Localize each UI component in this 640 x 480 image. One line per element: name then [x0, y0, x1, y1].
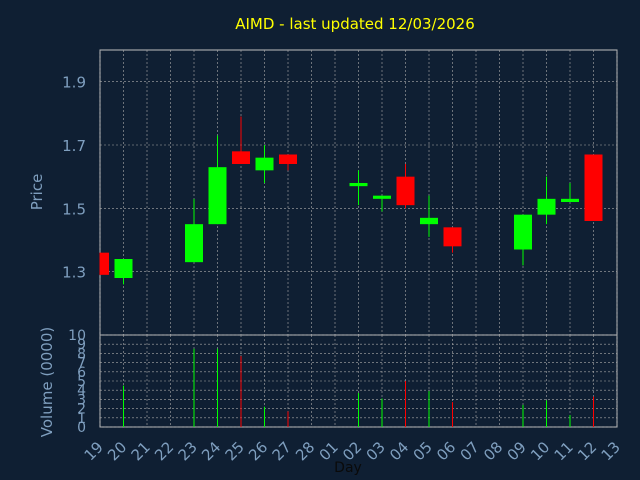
candle-body	[185, 224, 203, 263]
x-tick-label: 25	[222, 438, 248, 464]
price-tick-label: 1.3	[62, 264, 86, 282]
x-tick-label: 24	[198, 438, 224, 464]
price-tick-label: 1.9	[62, 74, 86, 92]
x-tick-label: 12	[574, 438, 600, 464]
candle-body	[232, 151, 250, 164]
candle-body	[373, 195, 391, 199]
volume-tick-label: 8	[77, 346, 86, 362]
candle-body	[279, 154, 297, 164]
volume-tick-label: 0	[77, 420, 86, 436]
volume-axis-label: Volume (0000)	[38, 327, 56, 437]
candle-body	[208, 167, 227, 225]
volume-tick-label: 5	[77, 374, 86, 390]
x-tick-label: 10	[527, 438, 553, 464]
x-tick-label: 22	[151, 438, 177, 464]
price-tick-label: 1.7	[62, 137, 86, 155]
candle-body	[114, 259, 133, 278]
x-tick-label: 23	[175, 438, 201, 464]
x-axis: 1920212223242526272801020304050607080910…	[81, 438, 624, 476]
volume-tick-label: 7	[77, 356, 86, 372]
candle-body	[349, 183, 368, 187]
x-tick-label: 13	[598, 438, 624, 464]
price-panel: 1.3 1.5 1.7 1.9 Price	[28, 49, 618, 336]
chart-title: AIMD - last updated 12/03/2026	[235, 15, 475, 33]
candle-body	[584, 154, 603, 221]
volume-tick-label: 2	[77, 402, 86, 418]
candle-body	[255, 157, 274, 171]
candle-body	[396, 176, 415, 206]
x-tick-label: 21	[128, 438, 154, 464]
x-tick-label: 04	[386, 438, 412, 464]
price-y-tick-labels: 1.3 1.5 1.7 1.9	[62, 74, 86, 282]
candle-body	[100, 252, 109, 275]
x-tick-label: 07	[457, 438, 483, 464]
volume-bars	[123, 348, 594, 427]
x-tick-label: 26	[245, 438, 271, 464]
x-tick-label: 03	[363, 438, 389, 464]
candles	[99, 116, 603, 285]
x-tick-label: 06	[433, 438, 459, 464]
volume-tick-label: 6	[77, 365, 86, 381]
volume-tick-label: 1	[77, 411, 86, 427]
price-grid	[99, 50, 618, 335]
x-tick-label: 09	[504, 438, 530, 464]
volume-tick-label: 9	[77, 337, 86, 353]
x-tick-label: 20	[104, 438, 130, 464]
candle-body	[561, 198, 579, 202]
candle-body	[443, 227, 462, 247]
candle-body	[537, 198, 556, 215]
x-axis-label: Day	[334, 460, 362, 476]
x-tick-label: 11	[551, 438, 577, 464]
candle-body	[420, 217, 438, 225]
x-tick-label: 28	[292, 438, 318, 464]
x-tick-label: 08	[480, 438, 506, 464]
volume-tick-label: 3	[77, 392, 86, 408]
x-tick-label: 19	[81, 438, 107, 464]
price-tick-label: 1.5	[62, 200, 86, 218]
x-tick-label: 27	[269, 438, 295, 464]
candle-body	[514, 214, 532, 250]
volume-tick-label: 4	[77, 383, 86, 399]
x-tick-label: 05	[410, 438, 436, 464]
price-axis-label: Price	[28, 174, 46, 211]
volume-tick-label: 10	[68, 328, 86, 344]
